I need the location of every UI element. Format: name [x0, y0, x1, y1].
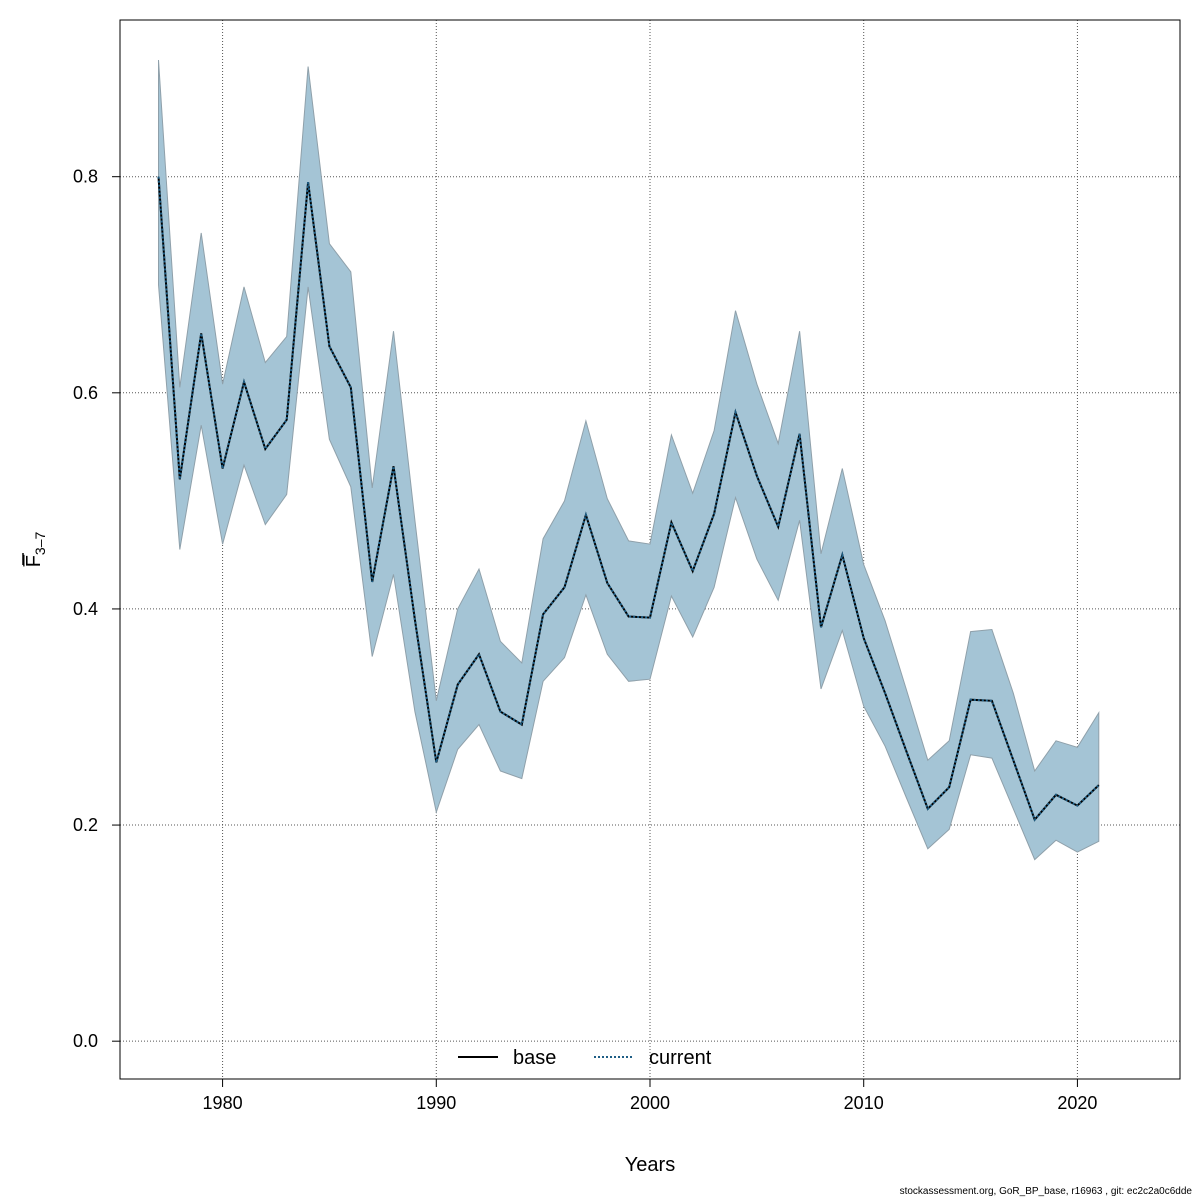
x-axis-title: Years [625, 1154, 675, 1176]
series-lines-layer [157, 176, 1100, 822]
legend-label-current: current [649, 1047, 712, 1069]
legend: base current [458, 1047, 712, 1069]
y-tick-label: 0.8 [73, 167, 98, 187]
y-axis-title-subscript: 3–7 [32, 531, 48, 555]
footer-credit: stockassessment.org, GoR_BP_base, r16963… [899, 1186, 1192, 1197]
x-tick-label: 1980 [203, 1093, 243, 1113]
y-axis-title-main: F̅ [22, 555, 45, 568]
y-tick-label: 0.4 [73, 599, 98, 619]
grid-lines [120, 20, 1180, 1079]
confidence-band [158, 59, 1100, 861]
x-tick-label: 2020 [1057, 1093, 1097, 1113]
y-axis-title: F̅3–7 [22, 531, 48, 567]
legend-label-base: base [513, 1047, 556, 1069]
series-line-current [157, 176, 1100, 822]
x-tick-label: 1990 [416, 1093, 456, 1113]
x-tick-label: 2000 [630, 1093, 670, 1113]
y-tick-label: 0.6 [73, 383, 98, 403]
confidence-band-layer [158, 59, 1100, 861]
x-tick-label: 2010 [844, 1093, 884, 1113]
x-axis: 1980 1990 2000 2010 2020 [203, 1078, 1097, 1113]
y-tick-label: 0.2 [73, 815, 98, 835]
y-tick-label: 0.0 [73, 1031, 98, 1051]
y-axis: 0.0 0.2 0.4 0.6 0.8 [73, 167, 120, 1051]
